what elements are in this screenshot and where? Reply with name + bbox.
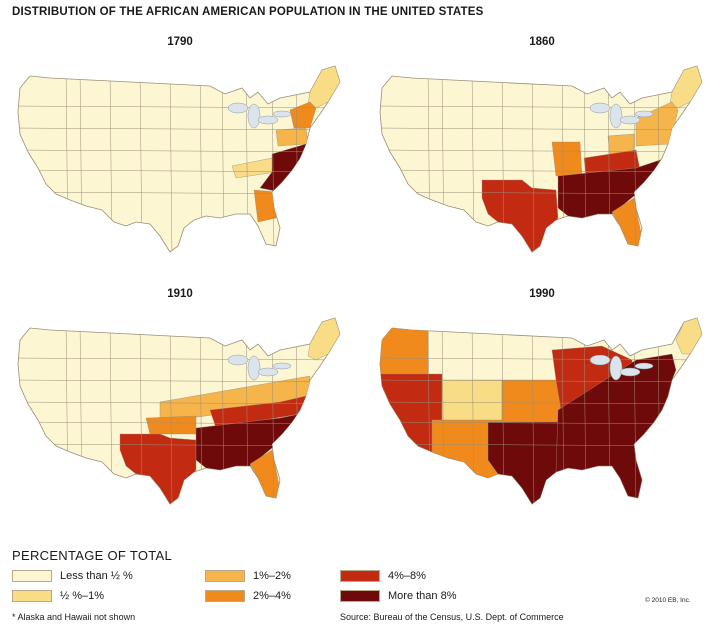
region-texas [481, 179, 559, 252]
region-georgia [253, 189, 277, 223]
us-map-1990 [379, 317, 703, 505]
region-new-england [307, 318, 340, 361]
region-new-england [307, 66, 340, 109]
legend-swatch [340, 570, 380, 582]
map-year-label: 1860 [529, 36, 555, 48]
legend-item-two-to-four: 2%–4% [205, 590, 291, 602]
region-new-england [669, 66, 702, 109]
legend-label: 1%–2% [253, 570, 291, 582]
map-year-label: 1990 [529, 288, 555, 300]
legend-label: Less than ½ % [60, 570, 133, 582]
legend-label: ½ %–1% [60, 590, 105, 602]
map-year-label: 1790 [167, 36, 193, 48]
us-map-1910 [17, 317, 341, 505]
region-pennsylvania [275, 127, 309, 147]
legend-label: 4%–8% [388, 570, 426, 582]
us-map-1860 [379, 65, 703, 253]
great-lakes [227, 102, 292, 129]
region-kansas-nebraska [501, 379, 563, 423]
legend-swatch [340, 590, 380, 602]
us-map-1790 [17, 65, 341, 253]
great-lakes [227, 354, 292, 381]
legend-swatch [12, 590, 52, 602]
region-washington-oregon [380, 327, 429, 375]
map-panel-1860: 1860 [372, 36, 712, 296]
great-lakes [589, 102, 654, 129]
region-east-south [555, 353, 677, 499]
legend-swatch [205, 590, 245, 602]
footnote: * Alaska and Hawaii not shown [12, 612, 136, 622]
legend-label: More than 8% [388, 590, 457, 602]
region-new-england [675, 318, 702, 355]
map-year-label: 1910 [167, 288, 193, 300]
legend-item-less-than-half: Less than ½ % [12, 570, 133, 582]
map-panel-1990: 1990 [372, 288, 712, 548]
legend-item-one-to-two: 1%–2% [205, 570, 291, 582]
legend-swatch [205, 570, 245, 582]
source-note: Source: Bureau of the Census, U.S. Dept.… [340, 612, 564, 622]
region-texas-oklahoma [487, 421, 559, 504]
legend-swatch [12, 570, 52, 582]
legend-item-four-to-eight: 4%–8% [340, 570, 426, 582]
map-title: DISTRIBUTION OF THE AFRICAN AMERICAN POP… [12, 6, 484, 18]
legend-label: 2%–4% [253, 590, 291, 602]
great-lakes [589, 354, 654, 381]
legend-title: PERCENTAGE OF TOTAL [12, 548, 173, 563]
map-panel-1910: 1910 [10, 288, 350, 548]
legend-item-half-to-one: ½ %–1% [12, 590, 104, 602]
region-colorado-utah [441, 379, 503, 421]
region-texas [119, 433, 197, 504]
copyright-note: © 2010 EB, Inc. [645, 597, 691, 604]
map-panel-1790: 1790 [10, 36, 350, 296]
legend-item-more-than-eight: More than 8% [340, 590, 456, 602]
